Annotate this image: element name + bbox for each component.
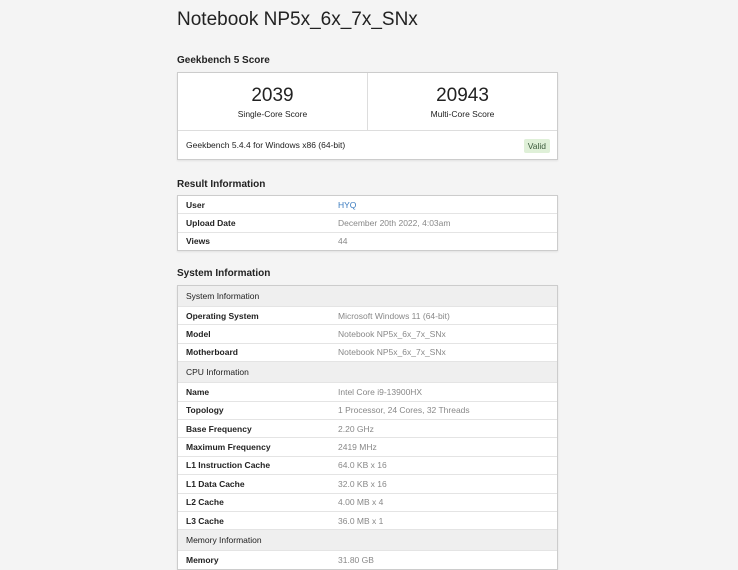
section-header-label: System Information — [186, 291, 260, 301]
section-header-row: System Information — [178, 286, 557, 306]
score-heading: Geekbench 5 Score — [177, 55, 270, 66]
table-row: L2 Cache 4.00 MB x 4 — [178, 492, 557, 511]
user-link[interactable]: HYQ — [338, 199, 357, 210]
row-key: Motherboard — [186, 347, 238, 358]
section-header-label: CPU Information — [186, 367, 249, 378]
row-key: Memory — [186, 554, 219, 565]
row-value: 44 — [338, 236, 348, 247]
table-row: L1 Instruction Cache 64.0 KB x 16 — [178, 455, 557, 474]
row-key: User — [186, 199, 205, 210]
table-row: Views 44 — [178, 231, 557, 250]
row-value: Notebook NP5x_6x_7x_SNx — [338, 347, 446, 358]
row-value: 2.20 GHz — [338, 423, 374, 434]
score-panel: 2039 Single-Core Score 20943 Multi-Core … — [177, 72, 558, 160]
row-value: 64.0 KB x 16 — [338, 460, 387, 471]
table-row: Name Intel Core i9-13900HX — [178, 382, 557, 400]
row-value: 1 Processor, 24 Cores, 32 Threads — [338, 405, 470, 416]
table-row: L3 Cache 36.0 MB x 1 — [178, 510, 557, 529]
row-value: Microsoft Windows 11 (64-bit) — [338, 310, 450, 321]
row-value: 2419 MHz — [338, 442, 377, 453]
table-row: Operating System Microsoft Windows 11 (64… — [178, 306, 557, 324]
row-value: 36.0 MB x 1 — [338, 515, 384, 526]
table-row: Topology 1 Processor, 24 Cores, 32 Thread… — [178, 400, 557, 419]
row-key: Model — [186, 329, 211, 340]
system-heading: System Information — [177, 268, 271, 279]
multi-core-label: Multi-Core Score — [430, 109, 495, 119]
version-text: Geekbench 5.4.4 for Windows x86 (64-bit) — [186, 140, 346, 150]
table-row: Model Notebook NP5x_6x_7x_SNx — [178, 324, 557, 342]
table-row: L1 Data Cache 32.0 KB x 16 — [178, 474, 557, 492]
row-key: L1 Instruction Cache — [186, 460, 271, 471]
section-header-label: Memory Information — [186, 535, 262, 546]
row-value: Notebook NP5x_6x_7x_SNx — [338, 329, 446, 340]
multi-core-score: 20943 Multi-Core Score — [367, 73, 557, 130]
result-table: User HYQ Upload Date December 20th 2022, 4:… — [177, 195, 558, 252]
status-badge: Valid — [523, 139, 550, 153]
section-header-row: Memory Information — [178, 529, 557, 551]
row-value: 31.80 GB — [338, 554, 374, 565]
single-core-value: 2039 — [251, 85, 294, 106]
single-core-score: 2039 Single-Core Score — [178, 73, 367, 130]
row-key: Name — [186, 386, 210, 397]
table-row: Motherboard Notebook NP5x_6x_7x_SNx — [178, 342, 557, 361]
table-row: User HYQ — [178, 196, 557, 213]
system-table: System Information Operating System Micros… — [177, 285, 558, 570]
row-key: L3 Cache — [186, 515, 224, 526]
row-key: Maximum Frequency — [186, 442, 271, 453]
page-title: Notebook NP5x_6x_7x_SNx — [177, 9, 418, 30]
row-key: Base Frequency — [186, 423, 252, 434]
row-value: 4.00 MB x 4 — [338, 497, 384, 508]
row-key: L2 Cache — [186, 497, 224, 508]
section-header-row: CPU Information — [178, 361, 557, 383]
row-key: Upload Date — [186, 218, 236, 229]
row-key: Views — [186, 236, 210, 247]
row-key: Topology — [186, 405, 224, 416]
row-key: L1 Data Cache — [186, 478, 245, 489]
single-core-label: Single-Core Score — [237, 109, 308, 119]
row-value: 32.0 KB x 16 — [338, 478, 387, 489]
row-key: Operating System — [186, 310, 259, 321]
row-value: Intel Core i9-13900HX — [338, 386, 423, 397]
table-row: Upload Date December 20th 2022, 4:03am — [178, 213, 557, 231]
table-row: Base Frequency 2.20 GHz — [178, 418, 557, 437]
result-heading: Result Information — [177, 179, 266, 190]
multi-core-value: 20943 — [436, 85, 489, 106]
row-value: December 20th 2022, 4:03am — [338, 218, 451, 229]
table-row: Maximum Frequency 2419 MHz — [178, 437, 557, 455]
table-row: Memory 31.80 GB — [178, 550, 557, 568]
